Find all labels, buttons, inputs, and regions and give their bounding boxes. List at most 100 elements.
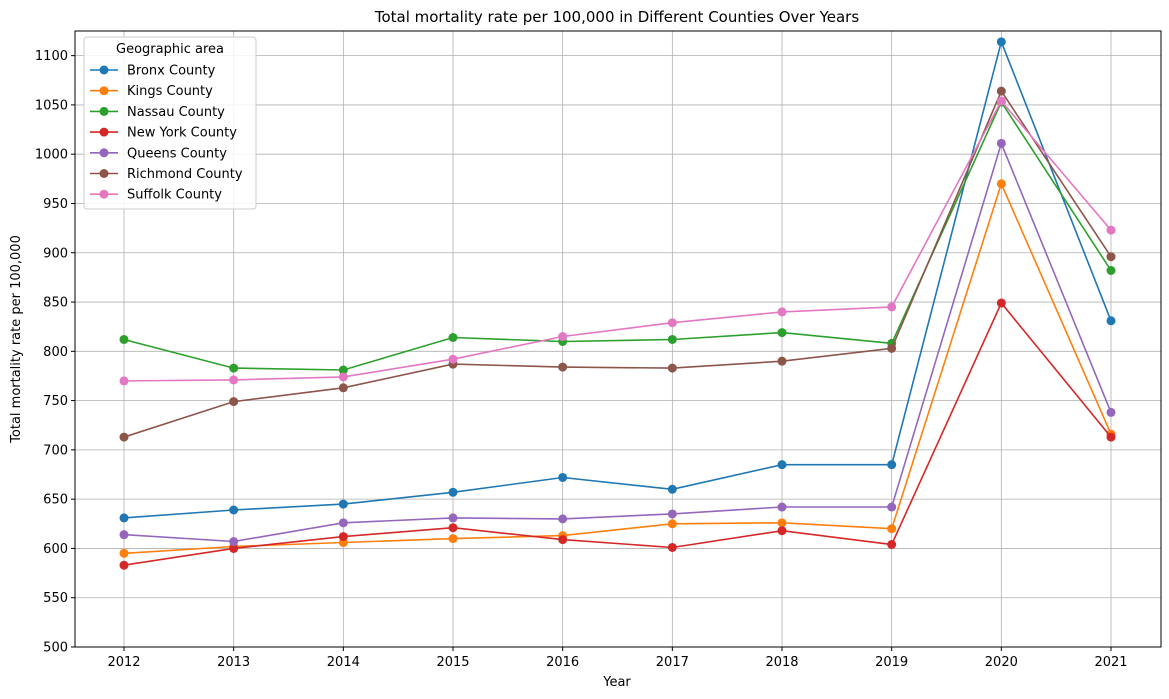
series-line (123, 301, 1112, 566)
legend-label: Kings County (127, 84, 213, 99)
data-point (119, 376, 129, 386)
data-point (996, 86, 1006, 96)
data-point (119, 530, 129, 540)
y-tick-label: 700 (43, 443, 68, 458)
data-point (338, 365, 348, 375)
data-point (667, 484, 677, 494)
legend-label: Nassau County (127, 105, 225, 120)
y-tick-label: 650 (43, 493, 68, 508)
data-point (119, 548, 129, 558)
legend-item: Suffolk County (90, 188, 222, 203)
data-point (229, 397, 239, 407)
data-point (1106, 225, 1116, 235)
data-point (996, 138, 1006, 148)
data-point (996, 96, 1006, 106)
data-point (667, 542, 677, 552)
y-tick-label: 1000 (35, 148, 68, 163)
legend-label: Queens County (127, 146, 227, 161)
data-point (1106, 407, 1116, 417)
data-point (667, 363, 677, 373)
series-line (123, 89, 1112, 438)
legend-label: Suffolk County (127, 188, 222, 203)
data-point (558, 472, 568, 482)
data-point (996, 179, 1006, 189)
x-tick-label: 2021 (1094, 655, 1127, 670)
x-axis-label: Year (602, 675, 631, 690)
data-point (119, 513, 129, 523)
data-point (1106, 266, 1116, 276)
y-tick-label: 550 (43, 591, 68, 606)
legend-swatch-marker (99, 86, 109, 96)
legend: Geographic area Bronx County Kings County N… (83, 36, 257, 210)
data-point (448, 354, 458, 364)
data-point (338, 532, 348, 542)
legend-swatch-marker (99, 106, 109, 116)
series-line (123, 181, 1112, 555)
legend-swatch-marker (99, 189, 109, 199)
x-tick-label: 2018 (765, 655, 798, 670)
data-point (996, 298, 1006, 308)
data-point (667, 318, 677, 328)
data-point (119, 432, 129, 442)
series-richmond-county (119, 86, 1116, 442)
data-point (887, 502, 897, 512)
y-tick-label: 800 (43, 345, 68, 360)
legend-label: Bronx County (127, 64, 216, 79)
y-axis: 500 550 600 650 700 750 800 850 900 950 1000 1050 11… (35, 49, 75, 656)
y-tick-label: 600 (43, 542, 68, 557)
x-tick-label: 2012 (107, 655, 140, 670)
legend-item: Kings County (90, 84, 213, 99)
y-axis-label: Total mortality rate per 100,000 (9, 235, 24, 444)
legend-item: Nassau County (90, 105, 225, 120)
series-bronx-county (119, 37, 1116, 523)
data-point (558, 535, 568, 545)
legend-swatch-marker (99, 148, 109, 158)
y-tick-label: 500 (43, 641, 68, 656)
data-point (777, 502, 787, 512)
data-point (1106, 252, 1116, 262)
legend-swatch-marker (99, 127, 109, 137)
data-point (229, 543, 239, 553)
data-point (667, 519, 677, 529)
data-point (777, 356, 787, 366)
data-point (777, 328, 787, 338)
series-line (123, 100, 1112, 371)
data-point (887, 343, 897, 353)
legend-item: Richmond County (90, 167, 243, 182)
x-axis: 2012 2013 2014 2015 2016 2017 2018 2019 2020 2021 (107, 647, 1128, 670)
data-point (119, 560, 129, 570)
y-tick-label: 850 (43, 296, 68, 311)
data-point (229, 375, 239, 385)
y-tick-label: 1050 (35, 98, 68, 113)
chart-title: Total mortality rate per 100,000 in Diff… (374, 8, 859, 26)
y-tick-label: 1100 (35, 49, 68, 64)
x-tick-label: 2014 (327, 655, 360, 670)
data-point (777, 460, 787, 470)
data-point (667, 509, 677, 519)
data-point (777, 518, 787, 528)
data-point (887, 539, 897, 549)
legend-item: Queens County (90, 146, 227, 161)
data-point (996, 37, 1006, 47)
series-line (123, 99, 1112, 382)
x-tick-label: 2015 (436, 655, 469, 670)
data-point (777, 307, 787, 317)
plot-frame (74, 30, 1162, 648)
data-point (448, 333, 458, 343)
legend-title: Geographic area (116, 42, 224, 57)
data-point (558, 514, 568, 524)
legend-swatch-marker (99, 169, 109, 178)
data-point (229, 537, 239, 547)
y-tick-label: 900 (43, 246, 68, 261)
data-point (887, 302, 897, 312)
data-point (448, 534, 458, 544)
x-tick-label: 2016 (546, 655, 579, 670)
data-point (777, 526, 787, 536)
data-point (558, 332, 568, 342)
x-tick-label: 2019 (875, 655, 908, 670)
y-tick-label: 950 (43, 197, 68, 212)
x-tick-label: 2013 (217, 655, 250, 670)
data-point (119, 334, 129, 344)
data-point (887, 524, 897, 534)
